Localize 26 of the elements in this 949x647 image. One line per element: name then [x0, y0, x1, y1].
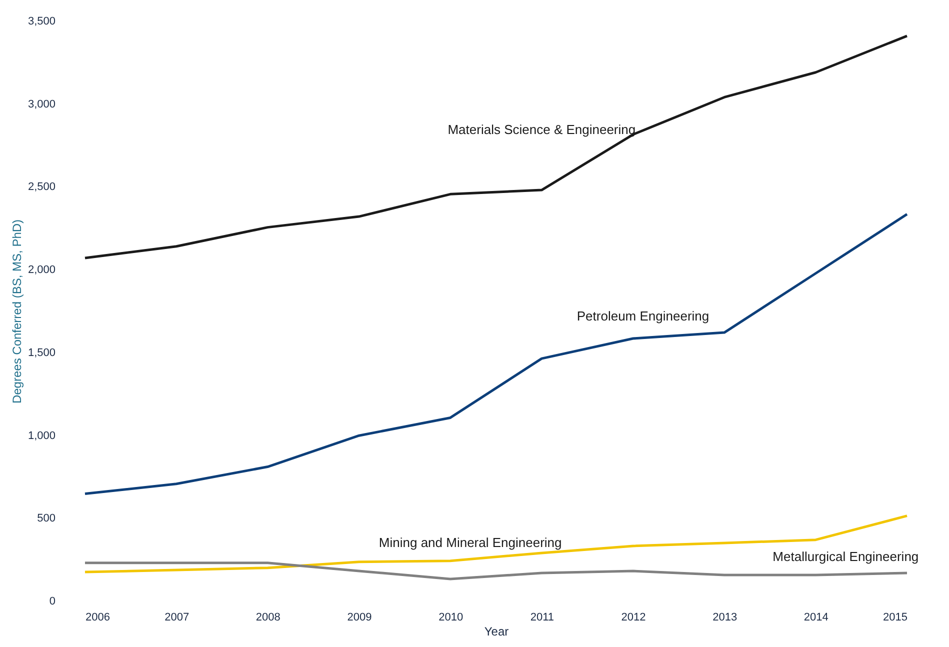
- y-tick-label: 0: [49, 596, 56, 608]
- x-tick-label: 2011: [530, 612, 554, 624]
- y-tick-label: 1,000: [28, 430, 56, 442]
- x-tick-label: 2015: [883, 612, 908, 624]
- line-series: [84, 34, 908, 260]
- y-tick-label: 2,000: [28, 264, 56, 276]
- y-tick-label: 3,500: [28, 16, 56, 28]
- x-tick-label: 2013: [712, 612, 738, 624]
- x-tick-label: 2007: [164, 612, 190, 624]
- y-tick-label: 3,000: [28, 98, 56, 110]
- x-tick-label: 2010: [438, 612, 464, 624]
- x-tick-label: 2009: [347, 612, 372, 624]
- x-tick-label: 2012: [621, 612, 646, 624]
- y-tick-label: 1,500: [28, 346, 56, 359]
- x-tick-label: 2008: [256, 612, 280, 624]
- y-axis-title: Degrees Conferred (BS, MS, PhD): [10, 219, 24, 404]
- x-axis-title: Year: [484, 624, 509, 638]
- x-tick-label: 2014: [804, 612, 828, 624]
- y-tick-label: 500: [37, 512, 56, 525]
- x-tick-label: 2006: [86, 612, 110, 624]
- line-series: [84, 212, 908, 496]
- series-label: Materials Science & Engineering: [448, 122, 636, 138]
- y-tick-label: 2,500: [28, 181, 56, 194]
- series-label: Petroleum Engineering: [576, 308, 710, 324]
- series-label: Metallurgical Engineering: [772, 548, 919, 564]
- series-label: Mining and Mineral Engineering: [378, 534, 562, 550]
